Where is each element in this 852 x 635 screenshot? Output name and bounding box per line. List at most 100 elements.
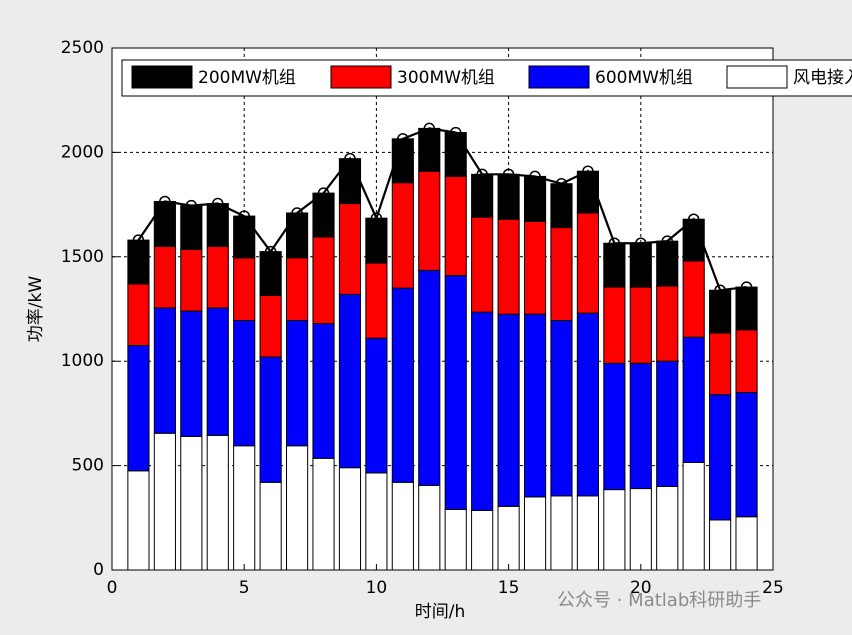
bar-segment [629,488,652,571]
total-marker [687,213,700,225]
x-axis-label: 时间/h [415,602,466,622]
total-marker [370,212,383,224]
bar-segment [497,313,520,507]
y-tick-label: 2500 [61,38,104,58]
bar-segment [471,509,494,571]
bar-segment [206,434,229,571]
legend-label: 200MW机组 [198,68,296,88]
bar-segment [656,360,679,487]
bar-segment [629,362,652,490]
bar-segment [523,496,547,571]
bar-segment [497,218,520,315]
bar-segment [286,319,309,447]
bar-segment [365,472,388,571]
x-tick-label: 25 [762,578,784,598]
bar-segment [709,332,732,396]
x-tick-label: 20 [630,578,652,598]
total-marker [132,234,145,246]
total-marker [635,237,647,249]
legend-swatch [131,65,193,89]
y-tick-label: 1000 [61,351,104,371]
bar-segment [153,307,176,434]
bar-segment [471,216,494,313]
bar-segment [286,212,309,259]
bar-segment [656,485,679,571]
bar-segment [233,215,256,259]
bar-segment [576,495,599,571]
total-marker [714,284,726,296]
bar-segment [180,310,203,437]
total-marker [317,187,330,199]
y-tick-label: 1500 [61,247,104,267]
x-tick-label: 0 [107,578,118,598]
bar-segment [444,275,467,510]
total-marker [449,126,462,139]
bar-segment [603,242,626,288]
total-marker [529,170,541,183]
legend-swatch [528,65,590,89]
bar-segment [682,336,705,463]
bar-segment [682,461,705,571]
bar-segment [391,182,414,289]
bar-segment [153,200,176,247]
bar-segment [338,158,362,205]
bar-segment [153,432,176,571]
total-marker [238,210,250,222]
bar-segment [418,484,441,571]
bar-segment [312,457,335,571]
bar-segment [523,220,547,315]
legend-label: 300MW机组 [397,68,495,88]
total-marker [661,235,673,247]
bar-segment [338,203,362,295]
bar-segment [497,505,520,571]
bar-segment [444,508,467,571]
watermark: 公众号 · Matlab科研助手 [557,590,761,611]
x-tick-label: 5 [239,578,250,598]
y-tick-label: 2000 [61,142,104,162]
total-marker [397,133,409,145]
bar-segment [180,435,203,571]
bar-segment [523,175,547,222]
total-marker [344,152,356,165]
bar-segment [418,269,441,486]
bar-segment [312,323,335,459]
bar-segment [365,217,388,264]
bar-segment [709,289,732,334]
bar-segment [603,362,626,491]
y-tick-label: 0 [93,560,104,580]
y-tick-label: 500 [72,456,104,476]
bar-segment [497,173,520,220]
legend-label: 风电接入 [793,68,852,88]
total-marker [555,177,568,190]
bar-segment [127,283,150,347]
bar-segment [656,285,679,362]
total-marker [476,168,488,181]
bar-segment [550,227,573,321]
bar-segment [471,173,494,218]
bar-segment [709,519,732,571]
bar-segment [576,312,599,497]
total-marker [423,122,436,135]
bar-segment [444,132,467,177]
bar-segment [709,394,732,521]
legend-swatch [330,65,392,89]
bar-segment [206,307,229,436]
bar-segment [206,203,229,247]
x-tick-label: 15 [498,578,520,598]
bar-segment [286,257,309,321]
bar-segment [338,467,362,571]
total-marker [740,281,753,293]
bar-segment [233,319,256,447]
bar-segment [206,245,229,309]
bar-segment [153,245,176,309]
x-tick-label: 10 [366,578,388,598]
bar-segment [576,212,599,314]
total-marker [502,168,515,181]
total-marker [212,197,224,210]
bar-segment [365,262,388,339]
bar-segment [735,392,758,518]
bar-segment [444,175,467,277]
bar-segment [259,251,282,296]
total-marker [264,245,277,258]
